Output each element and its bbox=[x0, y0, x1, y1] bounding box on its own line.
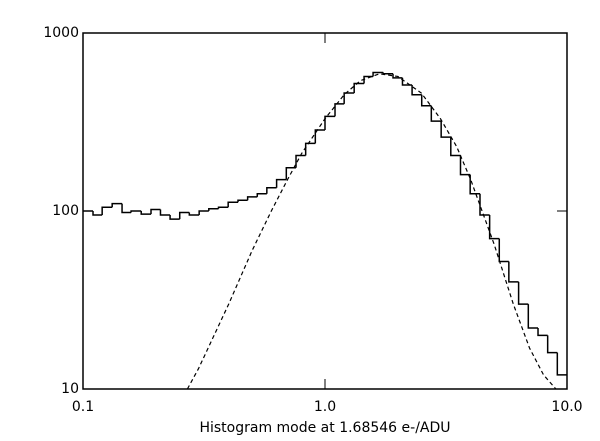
x-tick-label: 0.1 bbox=[72, 399, 94, 415]
histogram-step bbox=[275, 178, 287, 188]
histogram-step bbox=[498, 238, 509, 263]
histogram-step bbox=[314, 129, 325, 144]
x-tick-label: 10.0 bbox=[551, 399, 582, 415]
histogram-step bbox=[188, 212, 200, 216]
histogram-step bbox=[392, 73, 403, 79]
histogram-step bbox=[363, 75, 374, 84]
y-tick-label: 10 bbox=[61, 381, 79, 397]
histogram-step bbox=[130, 210, 142, 213]
x-tick-label: 1.0 bbox=[314, 399, 336, 415]
histogram-step bbox=[121, 203, 132, 214]
histogram-step bbox=[217, 206, 229, 209]
histogram-step bbox=[159, 209, 171, 216]
histogram-step bbox=[178, 211, 190, 220]
histogram-step bbox=[343, 92, 355, 104]
histogram-step bbox=[430, 105, 442, 122]
y-tick-label: 1000 bbox=[43, 25, 79, 41]
histogram-step bbox=[517, 281, 529, 305]
histogram-step bbox=[111, 202, 123, 208]
histogram-step bbox=[508, 261, 519, 283]
histogram-step bbox=[334, 103, 345, 117]
histogram-step bbox=[382, 72, 394, 75]
histogram-step bbox=[450, 137, 461, 157]
histogram-step bbox=[150, 208, 161, 215]
histogram-step bbox=[208, 207, 219, 211]
histogram-step bbox=[420, 94, 432, 107]
x-axis-label: Histogram mode at 1.68546 e-/ADU bbox=[199, 420, 450, 436]
histogram-step bbox=[92, 211, 103, 216]
histogram-step bbox=[295, 154, 306, 168]
histogram-step bbox=[488, 214, 500, 240]
histogram-step bbox=[469, 174, 480, 195]
histogram-step bbox=[411, 85, 422, 96]
histogram-step bbox=[324, 115, 336, 131]
histogram-step bbox=[169, 214, 180, 220]
histogram-step bbox=[479, 193, 490, 216]
histogram-step bbox=[353, 82, 365, 94]
histogram-step bbox=[227, 201, 238, 208]
histogram-step bbox=[537, 328, 548, 337]
histogram-step bbox=[546, 335, 558, 354]
histogram-step bbox=[140, 211, 152, 215]
histogram-step bbox=[459, 155, 471, 176]
histogram-step bbox=[266, 187, 277, 194]
histogram-step bbox=[101, 206, 113, 215]
histogram-step bbox=[246, 196, 258, 201]
histogram-step bbox=[304, 142, 316, 156]
histogram-step bbox=[198, 210, 209, 215]
fit-line bbox=[186, 73, 557, 389]
histogram-step bbox=[256, 193, 267, 197]
histogram-step bbox=[372, 71, 384, 77]
histogram-step bbox=[556, 352, 567, 376]
y-tick-label: 100 bbox=[52, 203, 79, 219]
histogram-step bbox=[237, 199, 248, 203]
plot-frame bbox=[82, 32, 568, 390]
histogram-step bbox=[440, 121, 451, 138]
histogram-step bbox=[527, 304, 539, 329]
histogram-step bbox=[285, 166, 297, 180]
